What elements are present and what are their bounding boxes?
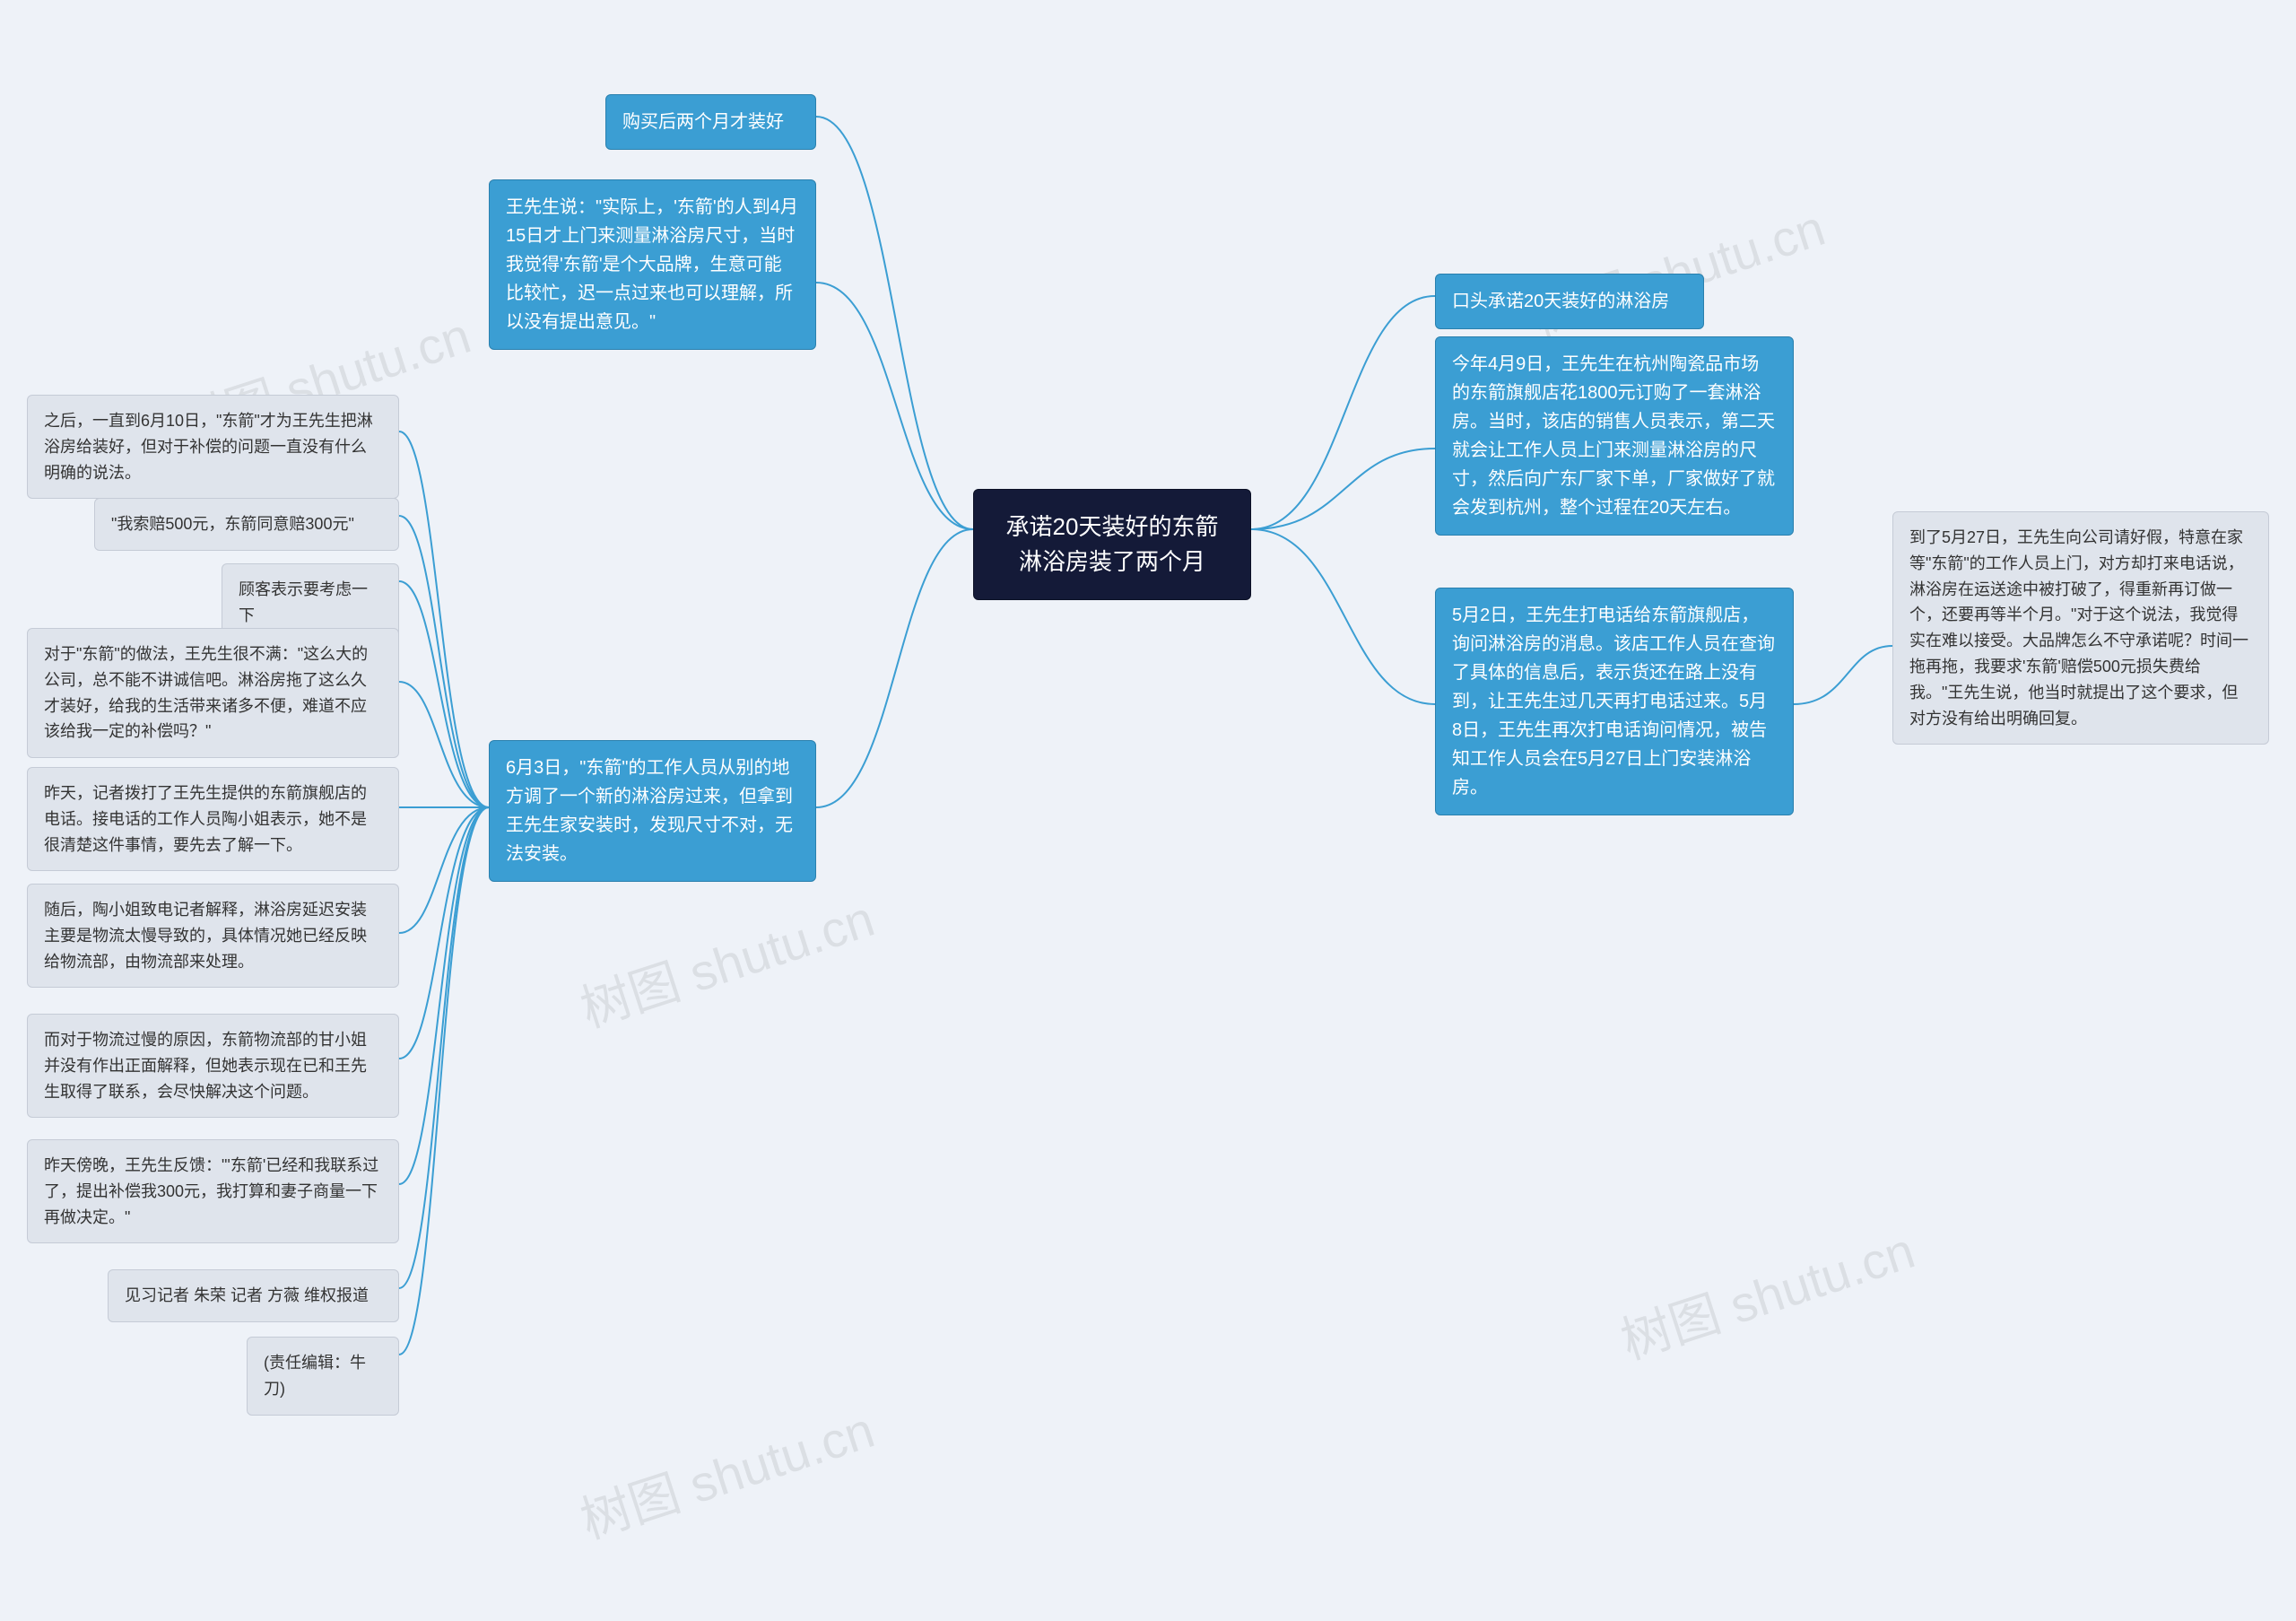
right-node-2[interactable]: 今年4月9日，王先生在杭州陶瓷品市场的东箭旗舰店花1800元订购了一套淋浴房。当…: [1435, 336, 1794, 536]
left-gray-2[interactable]: "我索赔500元，东箭同意赔300元": [94, 498, 399, 551]
node-text: 口头承诺20天装好的淋浴房: [1452, 292, 1669, 311]
right-gray-1[interactable]: 到了5月27日，王先生向公司请好假，特意在家等"东箭"的工作人员上门，对方却打来…: [1892, 511, 2269, 745]
left-node-3[interactable]: 6月3日，"东箭"的工作人员从别的地方调了一个新的淋浴房过来，但拿到王先生家安装…: [489, 740, 816, 882]
node-text: 昨天，记者拨打了王先生提供的东箭旗舰店的电话。接电话的工作人员陶小姐表示，她不是…: [44, 784, 367, 854]
right-node-1[interactable]: 口头承诺20天装好的淋浴房: [1435, 274, 1704, 329]
node-text: (责任编辑：牛刀): [264, 1354, 366, 1398]
node-text: 王先生说："实际上，'东箭'的人到4月15日才上门来测量淋浴房尺寸，当时我觉得'…: [506, 197, 798, 332]
left-gray-8[interactable]: 昨天傍晚，王先生反馈："'东箭'已经和我联系过了，提出补偿我300元，我打算和妻…: [27, 1139, 399, 1243]
left-gray-9[interactable]: 见习记者 朱荣 记者 方薇 维权报道: [108, 1269, 399, 1322]
left-gray-1[interactable]: 之后，一直到6月10日，"东箭"才为王先生把淋浴房给装好，但对于补偿的问题一直没…: [27, 395, 399, 499]
right-node-3[interactable]: 5月2日，王先生打电话给东箭旗舰店，询问淋浴房的消息。该店工作人员在查询了具体的…: [1435, 588, 1794, 815]
node-text: 顾客表示要考虑一下: [239, 580, 368, 624]
node-text: 今年4月9日，王先生在杭州陶瓷品市场的东箭旗舰店花1800元订购了一套淋浴房。当…: [1452, 354, 1775, 518]
left-node-1[interactable]: 购买后两个月才装好: [605, 94, 816, 150]
node-text: 昨天傍晚，王先生反馈："'东箭'已经和我联系过了，提出补偿我300元，我打算和妻…: [44, 1156, 378, 1226]
watermark: 树图 shutu.cn: [570, 879, 883, 1042]
watermark: 树图 shutu.cn: [1611, 1211, 1923, 1374]
node-text: 而对于物流过慢的原因，东箭物流部的甘小姐并没有作出正面解释，但她表示现在已和王先…: [44, 1031, 367, 1101]
root-node[interactable]: 承诺20天装好的东箭淋浴房装了两个月: [973, 489, 1251, 600]
mindmap-canvas: 树图 shutu.cn 树图 shutu.cn 树图 shutu.cn 树图 s…: [0, 0, 2296, 1621]
left-gray-5[interactable]: 昨天，记者拨打了王先生提供的东箭旗舰店的电话。接电话的工作人员陶小姐表示，她不是…: [27, 767, 399, 871]
node-text: 到了5月27日，王先生向公司请好假，特意在家等"东箭"的工作人员上门，对方却打来…: [1909, 528, 2248, 728]
node-text: 5月2日，王先生打电话给东箭旗舰店，询问淋浴房的消息。该店工作人员在查询了具体的…: [1452, 606, 1775, 797]
node-text: 购买后两个月才装好: [622, 112, 784, 132]
left-gray-6[interactable]: 随后，陶小姐致电记者解释，淋浴房延迟安装主要是物流太慢导致的，具体情况她已经反映…: [27, 884, 399, 988]
left-gray-4[interactable]: 对于"东箭"的做法，王先生很不满："这么大的公司，总不能不讲诚信吧。淋浴房拖了这…: [27, 628, 399, 758]
left-gray-7[interactable]: 而对于物流过慢的原因，东箭物流部的甘小姐并没有作出正面解释，但她表示现在已和王先…: [27, 1014, 399, 1118]
node-text: 见习记者 朱荣 记者 方薇 维权报道: [125, 1286, 369, 1304]
left-gray-10[interactable]: (责任编辑：牛刀): [247, 1337, 399, 1416]
node-text: 对于"东箭"的做法，王先生很不满："这么大的公司，总不能不讲诚信吧。淋浴房拖了这…: [44, 645, 368, 740]
node-text: "我索赔500元，东箭同意赔300元": [111, 515, 354, 533]
node-text: 随后，陶小姐致电记者解释，淋浴房延迟安装主要是物流太慢导致的，具体情况她已经反映…: [44, 901, 367, 971]
node-text: 之后，一直到6月10日，"东箭"才为王先生把淋浴房给装好，但对于补偿的问题一直没…: [44, 412, 373, 482]
watermark: 树图 shutu.cn: [570, 1390, 883, 1554]
root-text: 承诺20天装好的东箭淋浴房装了两个月: [1006, 513, 1219, 575]
left-node-2[interactable]: 王先生说："实际上，'东箭'的人到4月15日才上门来测量淋浴房尺寸，当时我觉得'…: [489, 179, 816, 350]
node-text: 6月3日，"东箭"的工作人员从别的地方调了一个新的淋浴房过来，但拿到王先生家安装…: [506, 758, 793, 864]
